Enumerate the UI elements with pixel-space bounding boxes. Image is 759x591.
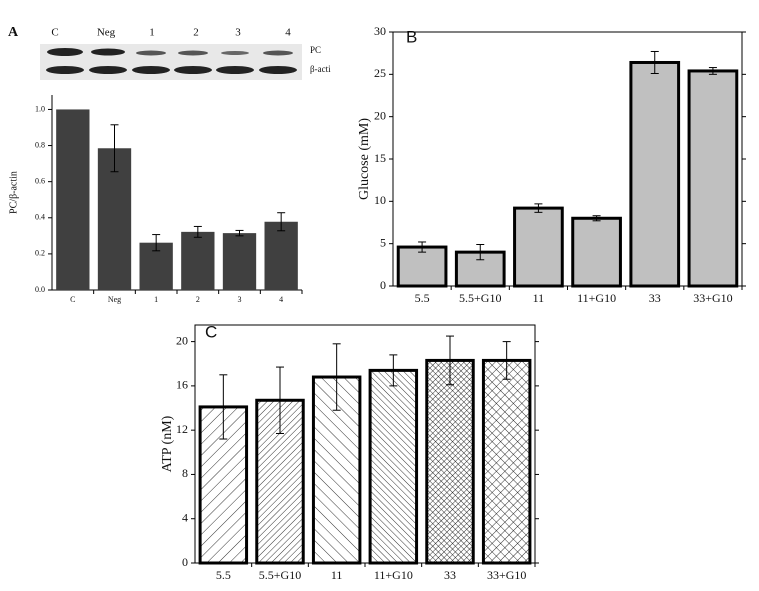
x-tick-label: 33+G10 (693, 291, 732, 305)
blot-band (174, 66, 212, 74)
blot-band (178, 50, 208, 56)
panel-letter: A (8, 25, 19, 40)
bar (368, 368, 419, 565)
blot-band (89, 66, 127, 74)
y-axis-label: ATP (nM) (160, 415, 175, 472)
panel-letter: C (205, 322, 217, 341)
y-tick-label: 20 (176, 333, 188, 347)
y-tick-label: 0.4 (35, 213, 45, 222)
y-tick-label: 16 (176, 378, 188, 392)
error-bar (276, 366, 284, 434)
lane-label: 4 (285, 27, 291, 39)
lane-label: Neg (97, 27, 116, 39)
error-bar (708, 67, 717, 75)
x-tick-label: 5.5+G10 (259, 568, 301, 582)
error-bar (193, 225, 202, 238)
error-bar (592, 215, 601, 222)
bar (222, 233, 257, 290)
blot-band (221, 51, 249, 55)
x-tick-label: 11 (331, 568, 343, 582)
x-tick-label: Neg (108, 295, 121, 304)
bar (571, 216, 622, 288)
error-bar (110, 124, 119, 173)
bar (687, 69, 739, 288)
x-tick-label: 3 (238, 295, 242, 304)
western-blot: PC β-acti C Neg 1 2 3 4 (40, 27, 331, 80)
lane-label: 1 (149, 27, 155, 39)
error-bar (219, 374, 228, 440)
lane-label: C (51, 27, 58, 39)
x-tick-label: 1 (154, 295, 158, 304)
error-bar (502, 341, 511, 380)
bar (56, 109, 90, 290)
x-tick-label: 33 (649, 291, 661, 305)
y-axis-label: PC/β-actin (8, 171, 19, 214)
bar (425, 358, 475, 565)
lane-label: 2 (193, 27, 199, 39)
error-bar (446, 335, 454, 386)
x-tick-label: 11+G10 (577, 291, 616, 305)
blot-band (47, 48, 83, 56)
error-bar (534, 203, 543, 213)
bar (481, 358, 532, 565)
bar (264, 221, 298, 290)
blot-background (40, 44, 302, 80)
y-tick-label: 0.6 (35, 176, 45, 185)
blot-band (216, 66, 254, 74)
error-bar (332, 343, 341, 411)
bar (181, 231, 215, 290)
x-tick-label: 2 (196, 295, 200, 304)
error-bar (418, 241, 427, 253)
blot-band (263, 50, 293, 56)
y-axis-label: Glucose (mM) (357, 118, 372, 200)
bar (396, 245, 448, 288)
blot-label: PC (310, 45, 321, 55)
x-tick-label: C (70, 295, 75, 304)
blot-band (132, 66, 170, 74)
error-bar (650, 50, 659, 74)
y-tick-label: 12 (176, 422, 188, 436)
blot-band (91, 48, 125, 56)
y-tick-label: 0.0 (35, 285, 45, 294)
y-tick-label: 4 (182, 510, 188, 524)
x-tick-label: 33+G10 (487, 568, 526, 582)
x-tick-label: 4 (279, 295, 283, 304)
x-tick-label: 5.5 (415, 291, 430, 305)
y-tick-label: 10 (374, 193, 386, 207)
y-tick-label: 1.0 (35, 104, 45, 113)
error-bar (235, 229, 244, 237)
y-tick-label: 0 (380, 278, 386, 292)
y-tick-label: 8 (182, 466, 188, 480)
bar (629, 60, 681, 288)
y-tick-label: 0.8 (35, 140, 45, 149)
error-bar (476, 244, 485, 261)
y-tick-label: 25 (374, 66, 386, 80)
error-bar (277, 212, 286, 232)
x-tick-label: 5.5 (216, 568, 231, 582)
lane-label: 3 (235, 27, 241, 39)
x-tick-label: 5.5+G10 (459, 291, 501, 305)
x-tick-label: 33 (444, 568, 456, 582)
y-tick-label: 15 (374, 151, 386, 165)
blot-band (259, 66, 297, 74)
blot-band (46, 66, 84, 74)
error-bar (152, 234, 161, 252)
y-tick-label: 20 (374, 108, 386, 122)
bar (513, 206, 564, 288)
x-tick-label: 11+G10 (374, 568, 413, 582)
y-tick-label: 0.2 (35, 249, 45, 258)
x-tick-label: 11 (533, 291, 545, 305)
y-tick-label: 0 (182, 555, 188, 569)
y-tick-label: 30 (374, 24, 386, 38)
blot-band (136, 50, 166, 56)
y-tick-label: 5 (380, 235, 386, 249)
error-bar (389, 354, 398, 387)
panel-letter: B (406, 27, 417, 46)
blot-label: β-acti (310, 64, 331, 74)
